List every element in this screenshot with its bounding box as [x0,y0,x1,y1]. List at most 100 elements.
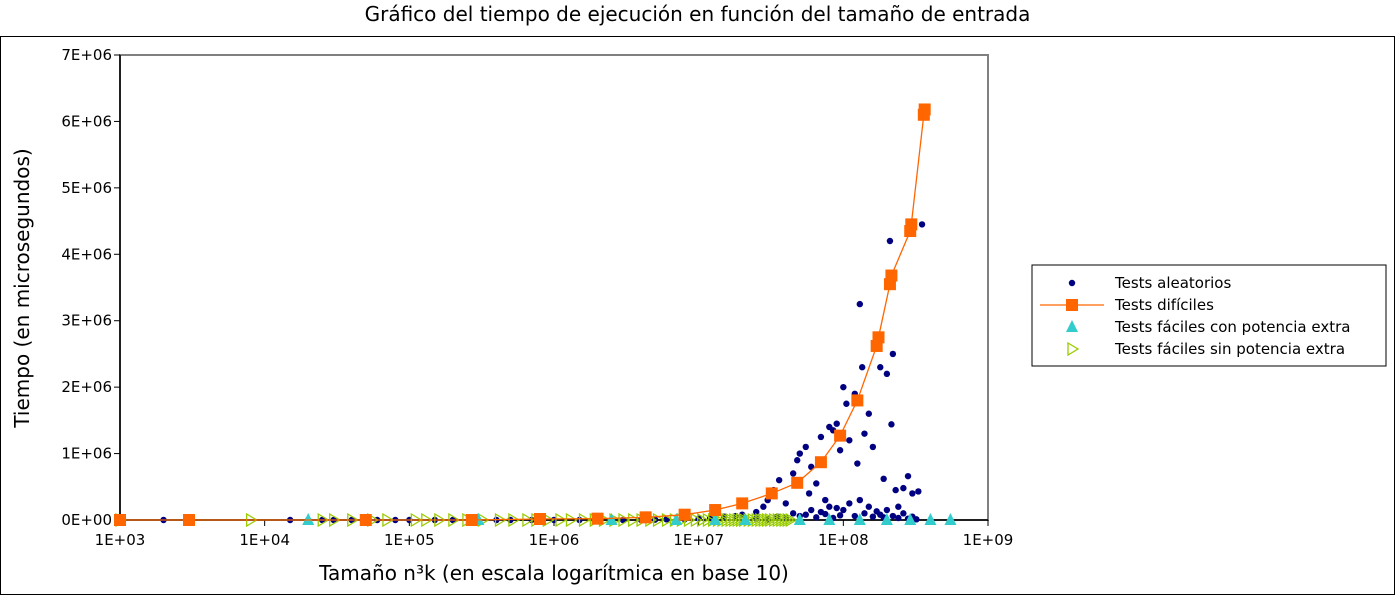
data-point [888,421,895,428]
data-point [822,496,829,504]
y-tick-label: 7E+06 [61,46,112,64]
chart-title: Gráfico del tiempo de ejecución en funci… [364,2,1031,26]
data-point [796,450,803,457]
data-point [833,420,840,427]
data-point [522,512,535,528]
data-point [918,103,931,116]
data-point [761,512,774,528]
y-tick-label: 0E+00 [61,511,112,529]
data-point [670,513,683,525]
data-point [913,516,920,523]
data-point [565,512,578,528]
data-point [840,506,847,514]
data-point [709,513,722,525]
data-point [915,488,922,495]
y-tick-label: 4E+06 [61,245,112,263]
data-point [883,506,891,514]
data-point [765,512,778,528]
data-point [853,513,866,525]
data-point [826,503,833,510]
axes: 1E+03 1E+04 1E+05 1E+06 1E+07 1E+08 1E+09 0E+00… [61,46,1013,549]
y-tick-label: 2E+06 [61,378,112,396]
data-point [618,512,631,528]
plot-area [119,54,989,521]
data-point [885,269,898,282]
data-point [782,500,789,507]
data-point [886,237,894,245]
data-point [802,443,809,451]
legend-marker [1066,320,1078,332]
series-0 [160,221,926,524]
legend-label: Tests difíciles [1114,296,1214,314]
data-point [359,514,372,526]
data-point [805,490,813,497]
legend-box [1031,264,1387,367]
data-point [904,513,917,525]
data-point [779,512,792,528]
data-point [605,513,618,525]
data-point [802,511,809,518]
data-point [751,512,764,528]
data-point [782,512,795,528]
data-point [760,503,767,510]
data-point [918,221,926,228]
data-point [697,512,709,528]
data-point [739,513,752,525]
data-point [814,456,827,469]
x-tick-label: 1E+09 [963,531,1014,549]
data-point [690,512,703,528]
legend-label: Tests fáciles con potencia extra [1114,318,1350,336]
data-point [843,400,850,407]
y-axis-title: Tiempo (en microsegundos) [10,148,34,428]
data-point [889,512,897,520]
data-point [861,510,868,517]
data-point [772,512,785,528]
y-tick-label: 3E+06 [61,312,112,330]
data-point [840,383,847,391]
legend-label: Tests aleatorios [1114,274,1231,292]
x-tick-label: 1E+07 [673,531,724,549]
data-point [924,513,937,525]
x-tick-label: 1E+08 [818,531,869,549]
data-point [729,512,742,528]
data-point [833,504,840,512]
series-1 [114,103,931,526]
data-point [872,331,885,344]
x-tick-label: 1E+03 [95,531,146,549]
data-point [721,512,734,528]
data-point [880,513,893,525]
data-point [661,512,674,528]
data-point [869,513,877,520]
data-point [533,513,546,526]
data-point [869,443,877,451]
legend-marker [1066,299,1078,311]
data-point [861,430,868,437]
data-point [709,504,722,517]
data-point [465,514,478,526]
data-point [775,476,783,484]
data-point [909,490,916,497]
data-point [892,486,899,494]
data-point [856,496,864,504]
data-point [736,497,749,510]
data-point [895,514,902,522]
y-tick-label: 6E+06 [61,112,112,130]
data-point [851,394,864,407]
series-2 [302,513,957,525]
data-point [765,487,778,500]
data-point [865,503,873,510]
data-point [794,457,801,464]
data-point [753,508,760,516]
data-point [865,410,873,417]
data-point [904,472,912,480]
data-point [725,512,738,528]
data-point [846,437,853,444]
legend-label: Tests fáciles sin potencia extra [1114,340,1345,358]
data-point [817,433,825,441]
data-point [905,218,918,231]
data-point [628,512,640,528]
data-point [834,429,847,442]
data-point [578,512,591,528]
x-tick-label: 1E+06 [529,531,580,549]
